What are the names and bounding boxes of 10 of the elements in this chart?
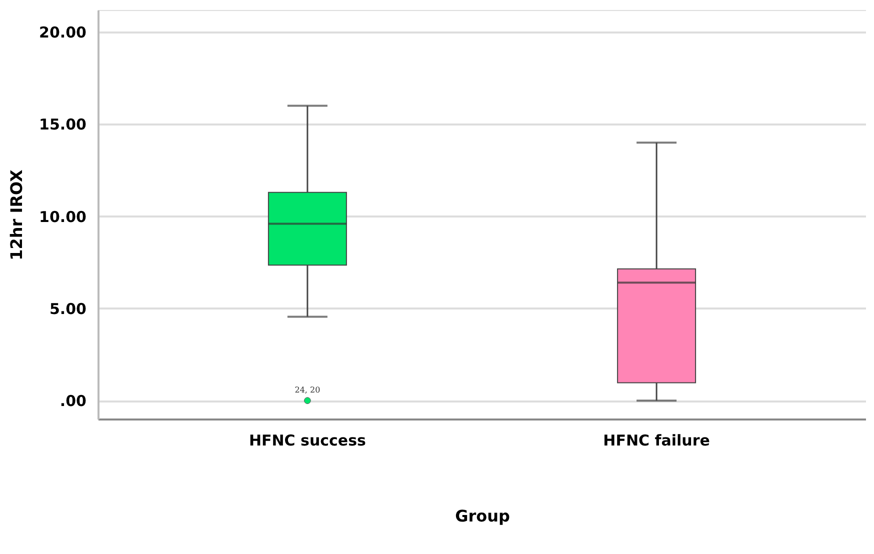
y-tick-label: 15.00	[39, 116, 86, 134]
x-axis-title: Group	[455, 506, 510, 526]
y-axis-title: 12hr IROX	[7, 168, 26, 260]
x-tick-label: HFNC failure	[603, 432, 710, 450]
y-tick-label: 20.00	[39, 24, 86, 42]
annotation: 24, 20	[294, 386, 320, 395]
y-tick-label: 10.00	[39, 208, 86, 226]
x-tick-label: HFNC success	[248, 432, 366, 450]
y-tick-label: 5.00	[49, 300, 86, 318]
y-tick-label: .00	[60, 392, 86, 410]
